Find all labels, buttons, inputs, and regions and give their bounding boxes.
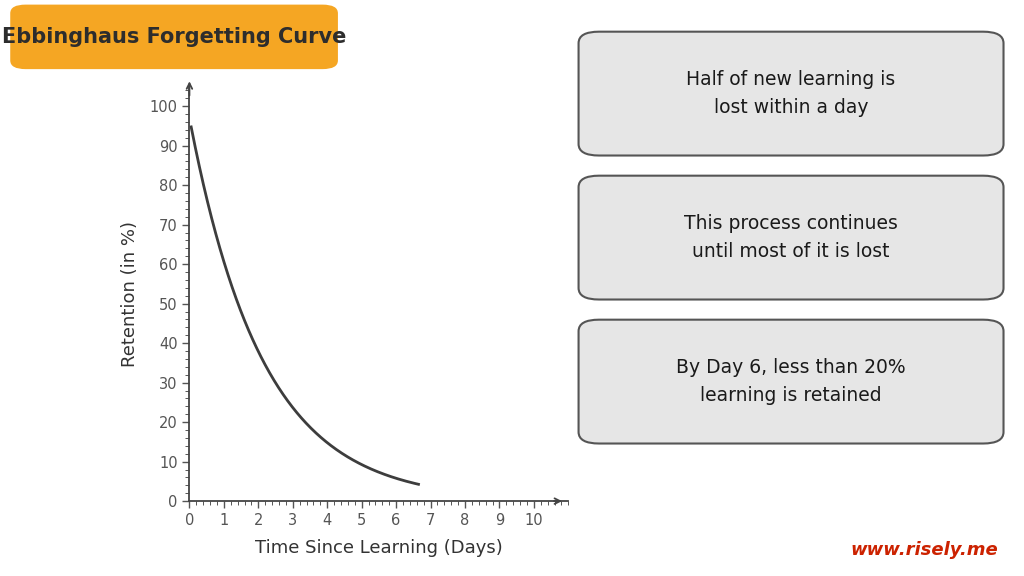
Text: This process continues
until most of it is lost: This process continues until most of it … — [684, 214, 898, 261]
FancyBboxPatch shape — [10, 5, 338, 69]
Text: www.risely.me: www.risely.me — [851, 541, 998, 559]
X-axis label: Time Since Learning (Days): Time Since Learning (Days) — [255, 539, 503, 557]
FancyBboxPatch shape — [579, 320, 1004, 444]
Text: Ebbinghaus Forgetting Curve: Ebbinghaus Forgetting Curve — [2, 27, 346, 47]
Text: Half of new learning is
lost within a day: Half of new learning is lost within a da… — [686, 70, 896, 117]
FancyBboxPatch shape — [579, 176, 1004, 300]
FancyBboxPatch shape — [579, 32, 1004, 156]
Y-axis label: Retention (in %): Retention (in %) — [121, 221, 138, 367]
Text: By Day 6, less than 20%
learning is retained: By Day 6, less than 20% learning is reta… — [676, 358, 906, 405]
